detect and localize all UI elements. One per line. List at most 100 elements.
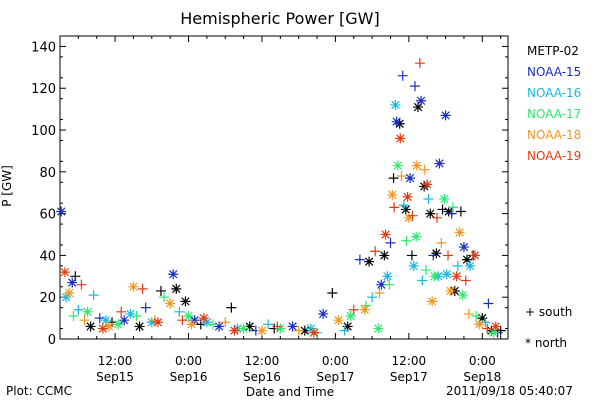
x-tick-label-time: 0:00 [469,354,496,368]
data-point-south [174,306,185,317]
data-point-north [474,319,485,330]
data-point-south [397,70,408,81]
y-tick-label: 20 [39,291,56,306]
x-tick-label-date: Sep17 [390,370,428,384]
data-point-north [413,102,424,113]
data-point-south [443,250,454,261]
data-point-north [431,248,442,259]
data-point-north [440,110,451,121]
data-point-north [171,283,182,294]
data-point-north [59,267,70,278]
data-point-north [61,292,72,303]
data-point-north [308,327,319,338]
data-point-north [408,260,419,271]
data-point-south [131,311,142,322]
data-point-north [429,271,440,282]
data-point-north [82,306,93,317]
data-point-south [419,164,430,175]
data-point-south [76,279,87,290]
data-point-south [471,311,482,322]
legend-entry: METP-02 [527,44,579,58]
data-point-south [432,212,443,223]
data-point-south [293,325,304,336]
data-point-south [226,302,237,313]
data-point-north [419,181,430,192]
data-point-south [354,254,365,265]
data-point-south [428,250,439,261]
data-point-north [100,315,111,326]
data-point-south [177,315,188,326]
data-point-south [446,208,457,219]
x-tick-label-time: 12:00 [392,354,427,368]
x-tick-label-time: 12:00 [98,354,133,368]
chart-title: Hemispheric Power [GW] [180,9,380,28]
data-point-south [463,308,474,319]
series-noaa-17 [68,160,499,338]
data-point-south [460,275,471,286]
data-point-south [263,319,274,330]
data-point-north [244,321,255,332]
data-point-north [165,298,176,309]
plot-timestamp: 2011/09/18 05:40:07 [446,384,573,398]
data-point-south [220,317,231,328]
data-point-north [458,242,469,253]
data-point-north [345,311,356,322]
marker-legend: + south * north [525,297,572,359]
data-point-north [382,271,393,282]
data-point-north [238,323,249,334]
data-point-north [387,189,398,200]
data-point-north [394,118,405,129]
data-point-north [395,133,406,144]
data-point-south [367,292,378,303]
data-point-south [348,304,359,315]
data-point-north [64,288,75,299]
data-point-north [465,260,476,271]
data-point-north [103,321,114,332]
data-point-north [416,95,427,106]
data-point-north [400,204,411,215]
data-point-south [374,288,385,299]
y-tick-label: 140 [31,40,56,55]
data-point-north [392,160,403,171]
y-tick-label: 120 [31,82,56,97]
data-point-south [327,288,338,299]
data-point-north [411,231,422,242]
data-point-north [56,206,67,217]
data-point-north [67,277,78,288]
y-tick-label: 60 [39,208,56,223]
data-point-north [359,304,370,315]
x-tick-label-date: Sep15 [96,370,134,384]
plot-area [59,35,509,340]
data-point-north [380,229,391,240]
data-point-south [73,304,84,315]
data-point-north [376,279,387,290]
data-point-south [140,302,151,313]
data-point-north [189,315,200,326]
data-point-south [396,171,407,182]
legend-entry: NOAA-18 [527,128,582,142]
x-tick-label-time: 0:00 [175,354,202,368]
x-tick-label-date: Sep16 [170,370,208,384]
data-point-south [384,279,395,290]
y-tick-label: 40 [39,249,56,264]
data-point-south [420,265,431,276]
series-noaa-19 [59,58,501,338]
data-point-north [439,193,450,204]
data-point-north [461,254,472,265]
series-noaa-16 [61,99,491,336]
data-point-north [214,321,225,332]
y-axis: 0 20 40 60 80 100 120 140 [31,40,508,348]
data-point-north [427,296,438,307]
legend-entry: NOAA-15 [527,65,582,79]
x-tick-label-date: Sep17 [316,370,354,384]
data-point-north [256,325,267,336]
data-point-north [490,321,501,332]
data-point-south [398,200,409,211]
y-tick-label: 100 [31,124,56,139]
data-point-south [423,193,434,204]
y-tick-label: 0 [48,333,56,348]
data-point-south [370,246,381,257]
data-point-south [159,292,170,303]
plot-frame [59,35,509,340]
data-point-south [407,210,418,221]
